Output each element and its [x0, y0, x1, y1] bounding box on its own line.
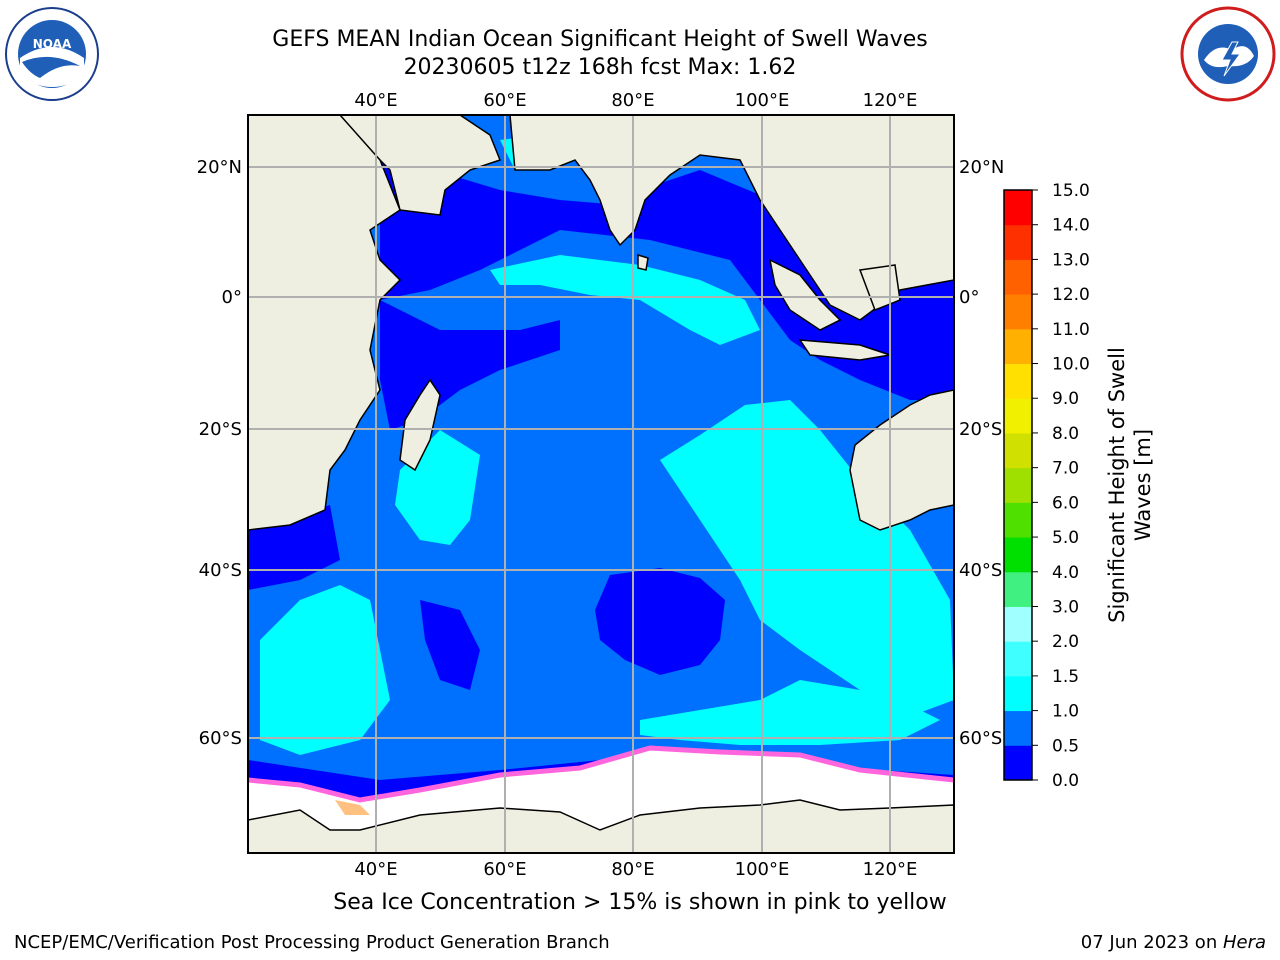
lon-label: 60°E	[483, 859, 526, 880]
colorbar-tick-label: 1.5	[1052, 667, 1079, 687]
lon-label: 40°E	[354, 859, 397, 880]
lon-label: 80°E	[611, 859, 654, 880]
colorbar-segment	[1004, 502, 1032, 538]
colorbar-tick-label: 12.0	[1052, 285, 1090, 305]
colorbar-segment	[1004, 606, 1032, 642]
colorbar-tick-label: 9.0	[1052, 389, 1079, 409]
lon-label: 60°E	[483, 90, 526, 111]
lon-labels-top: 40°E 60°E 80°E 100°E 120°E	[354, 90, 917, 111]
lon-labels-bottom: 40°E 60°E 80°E 100°E 120°E	[354, 859, 917, 880]
colorbar-label: Significant Height of Swell	[1105, 347, 1129, 623]
colorbar-segment	[1004, 363, 1032, 399]
colorbar-tick-label: 3.0	[1052, 597, 1079, 617]
colorbar-segment	[1004, 710, 1032, 746]
grid-lines	[248, 115, 954, 853]
colorbar-frame	[1003, 189, 1033, 781]
lat-label: 20°N	[197, 157, 242, 178]
colorbar-segment	[1004, 537, 1032, 573]
lat-labels-left: 20°N 0° 20°S 40°S 60°S	[197, 157, 242, 749]
colorbar-tick-label: 0.5	[1052, 736, 1079, 756]
colorbar-tick-label: 11.0	[1052, 320, 1090, 340]
colorbar-segment	[1004, 675, 1032, 712]
sea-ice-caption: Sea Ice Concentration > 15% is shown in …	[333, 890, 947, 915]
footer-host: Hera	[1222, 932, 1266, 953]
lon-label: 40°E	[354, 90, 397, 111]
lat-label: 0°	[222, 287, 242, 308]
lon-label: 120°E	[863, 859, 918, 880]
lon-label: 80°E	[611, 90, 654, 111]
colorbar-tick-label: 2.0	[1052, 632, 1079, 652]
colorbar-tick-label: 1.0	[1052, 702, 1079, 722]
colorbar-label-line1: Significant Height of Swell	[1105, 347, 1129, 623]
noaa-logo: NOAA	[5, 7, 99, 101]
lon-label: 100°E	[735, 859, 790, 880]
footer-credit: NCEP/EMC/Verification Post Processing Pr…	[14, 932, 610, 953]
lon-label: 120°E	[863, 90, 918, 111]
map-subtitle: 20230605 t12z 168h fcst Max: 1.62	[403, 55, 797, 80]
colorbar-tick-label: 4.0	[1052, 563, 1079, 583]
colorbar-tick-label: 8.0	[1052, 424, 1079, 444]
colorbar-segment	[1004, 467, 1032, 503]
colorbar-tick-label: 13.0	[1052, 250, 1090, 270]
colorbar-tick-label: 5.0	[1052, 528, 1079, 548]
colorbar-segment	[1004, 571, 1032, 607]
footer-date-text: 07 Jun 2023 on	[1080, 932, 1223, 953]
colorbar-segment	[1004, 745, 1032, 781]
colorbar-segment	[1004, 294, 1032, 330]
lat-label: 20°S	[199, 419, 242, 440]
colorbar-segment	[1004, 224, 1032, 260]
colorbar-segment	[1004, 259, 1032, 295]
lat-labels-right: 20°N 0° 20°S 40°S 60°S	[959, 157, 1004, 749]
colorbar-tick-label: 6.0	[1052, 493, 1079, 513]
lon-label: 100°E	[735, 90, 790, 111]
colorbar-tick-label: 0.0	[1052, 771, 1079, 791]
colorbar-tick-label: 7.0	[1052, 459, 1079, 479]
lat-label: 60°S	[199, 728, 242, 749]
lat-label: 60°S	[959, 728, 1002, 749]
colorbar-segment	[1004, 398, 1032, 434]
colorbar-label-line2: Waves [m]	[1131, 429, 1155, 541]
map-title: GEFS MEAN Indian Ocean Significant Heigh…	[272, 27, 928, 52]
colorbar-tick-label: 14.0	[1052, 216, 1090, 236]
lat-label: 0°	[959, 287, 979, 308]
map-frame	[247, 114, 955, 854]
lat-label: 40°S	[199, 560, 242, 581]
colorbar-segment	[1004, 432, 1032, 469]
footer-date: 07 Jun 2023 on Hera	[1081, 932, 1266, 953]
colorbar-segment	[1004, 641, 1032, 677]
colorbar-tick-label: 10.0	[1052, 355, 1090, 375]
lat-label: 20°S	[959, 419, 1002, 440]
lat-label: 40°S	[959, 560, 1002, 581]
antarctic-ice	[248, 745, 954, 853]
svg-text:NOAA: NOAA	[33, 37, 72, 51]
colorbar-segment	[1004, 190, 1032, 226]
colorbar: 0.0 0.5 1.0 1.5 2.0 3.0 4.0 5.0 6.0 7.0 8.0 9.0 10.0…	[1003, 181, 1090, 791]
colorbar-tick-label: 15.0	[1052, 181, 1090, 201]
lat-label: 20°N	[959, 157, 1004, 178]
nws-logo	[1180, 6, 1276, 102]
colorbar-segment	[1004, 328, 1032, 365]
